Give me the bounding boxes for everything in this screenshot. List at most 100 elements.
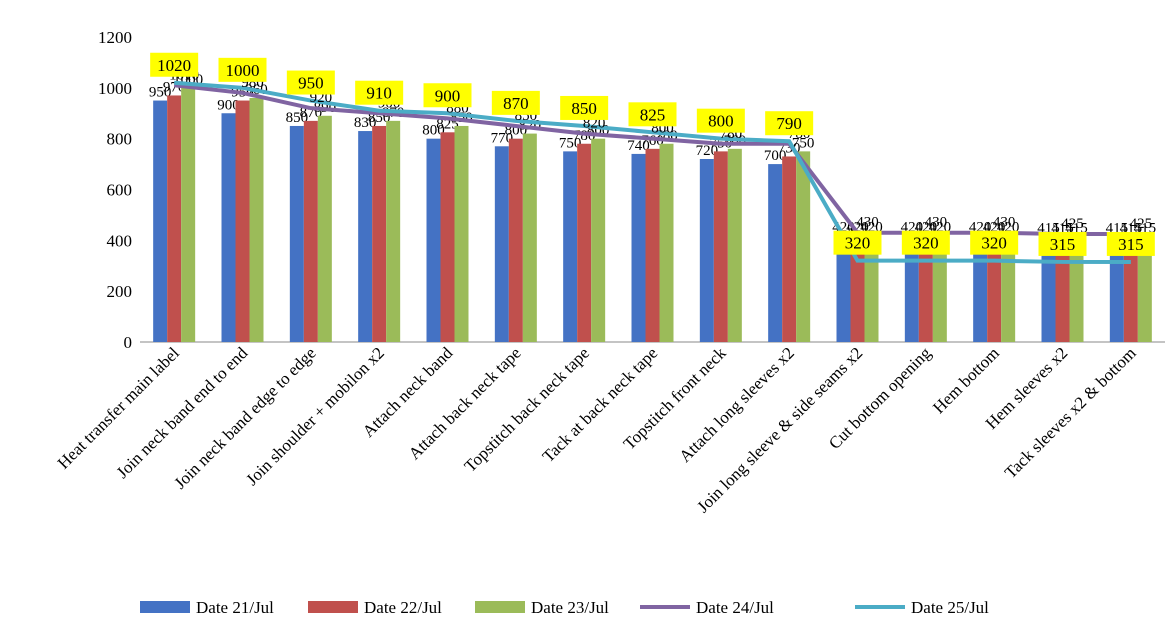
bar [440,132,455,342]
label-box [901,230,950,255]
data-label: 950 [298,74,324,93]
data-label: 750 [559,135,582,151]
label-box [355,80,404,105]
bar [372,125,387,342]
label-box [696,108,745,133]
y-tick-label: 400 [107,231,133,250]
x-tick-label: Attach long sleeves x2 [675,343,798,466]
label-box [1106,231,1155,256]
data-label: 1000 [226,61,260,80]
x-tick-label: Join shoulder + mobilon x2 [242,343,388,489]
data-label: 850 [571,99,597,118]
data-label: 1020 [157,56,191,75]
data-label: 800 [422,123,445,139]
bar [796,151,811,342]
data-label: 315 [1118,235,1144,254]
data-label: 320 [913,234,939,253]
label-box [970,230,1019,255]
bar [727,148,742,342]
label-box [833,230,882,255]
data-label: 870 [503,94,529,113]
data-label: 900 [217,97,240,113]
y-tick-label: 0 [124,333,133,352]
x-tick-label: Join neck band edge to edge [170,343,319,492]
bar [577,143,592,342]
bar [289,125,304,342]
bar [836,235,851,342]
data-label: 790 [776,114,802,133]
data-label: 830 [354,115,377,131]
bar [249,98,264,342]
x-tick-label: Hem bottom [929,343,1003,417]
bar [645,148,660,342]
label-box [423,83,472,108]
x-tick-label: Heat transfer main label [54,343,183,472]
bar [631,153,646,342]
bar [454,125,469,342]
label-box [150,52,199,77]
data-label: 825 [640,105,666,124]
y-tick-label: 200 [107,282,133,301]
bar [303,120,318,342]
bar [768,164,783,342]
bar [358,131,373,342]
x-tick-label: Tack sleeves x2 & bottom [1001,343,1140,482]
bar [426,138,441,342]
label-box [286,70,335,95]
data-label: 740 [627,138,650,154]
data-label: 910 [366,84,392,103]
bar [713,151,728,342]
data-label: 850 [286,110,309,126]
data-label: 770 [491,130,514,146]
bar [181,87,196,342]
label-box [1038,231,1087,256]
y-tick-label: 1200 [98,28,132,47]
data-label: 320 [981,234,1007,253]
data-label: 900 [435,86,461,105]
bar [522,133,537,342]
label-box [628,102,677,127]
bar [659,143,674,342]
legend-swatch [308,601,358,613]
legend-label: Date 24/Jul [696,598,774,617]
legend-swatch [140,601,190,613]
label-box [218,57,267,82]
x-tick-label: Topstitch back neck tape [461,343,593,475]
legend-label: Date 25/Jul [911,598,989,617]
bar [699,159,714,342]
x-tick-label: Attach back neck tape [405,343,525,463]
data-label: 425 [1061,216,1084,232]
label-box [765,111,814,136]
y-tick-label: 800 [107,130,133,149]
legend-swatch [475,601,525,613]
data-label: 425 [1130,216,1153,232]
legend-label: Date 21/Jul [196,598,274,617]
bar [591,138,606,342]
bar [1137,236,1152,342]
data-label: 430 [856,215,879,231]
data-label: 320 [845,234,871,253]
bar [317,115,332,343]
data-label: 750 [792,135,815,151]
bar [167,95,182,342]
bar [782,156,797,342]
line-series [174,80,1131,264]
bar [221,113,236,342]
x-tick-label: Tack at back neck tape [539,343,662,466]
data-label: 700 [764,148,787,164]
label-box [491,90,540,115]
y-tick-label: 600 [107,181,133,200]
label-box [560,95,609,120]
data-label: 950 [149,85,172,101]
data-label: 430 [993,215,1016,231]
bar [508,138,523,342]
data-label: 430 [925,215,948,231]
bar [386,120,401,342]
x-tick-label: Join neck band end to end [113,343,252,482]
legend-label: Date 22/Jul [364,598,442,617]
bar [494,146,509,342]
data-label: 800 [708,112,734,131]
bar [153,100,168,343]
legend-label: Date 23/Jul [531,598,609,617]
